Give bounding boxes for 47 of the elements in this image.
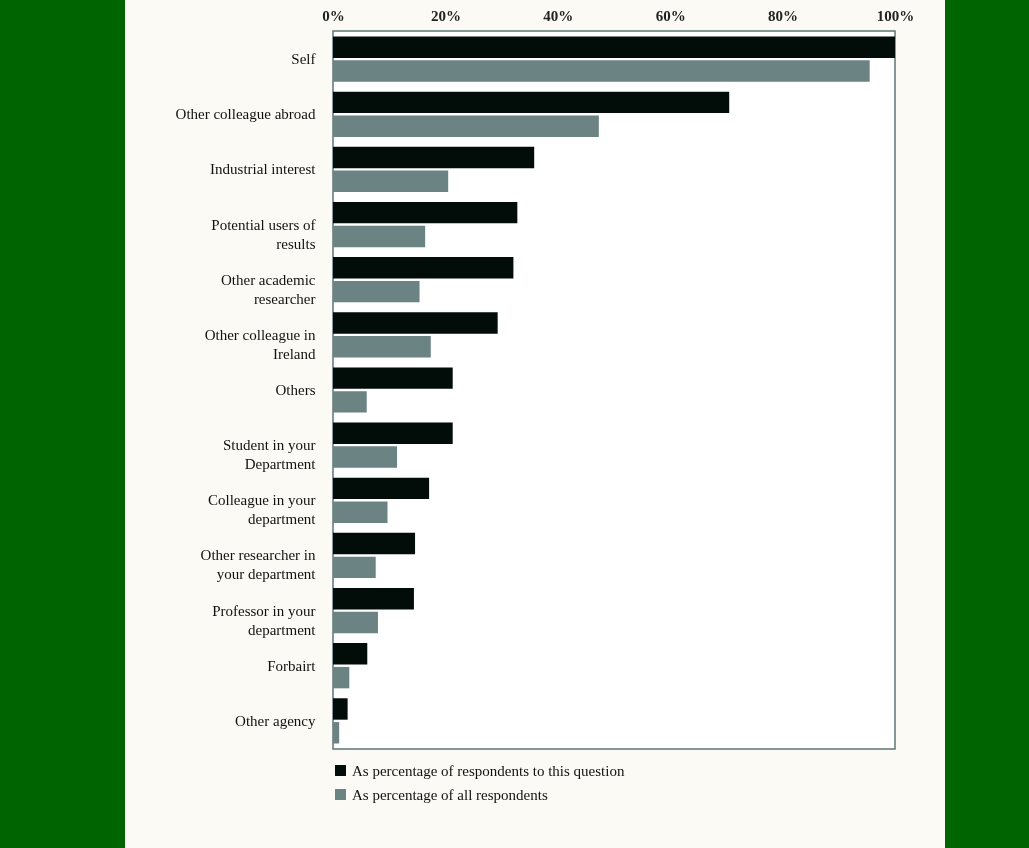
bar [333,477,430,500]
x-tick-label: 20% [430,7,461,24]
y-tick-label: Professor in your department [212,602,317,638]
y-tick-label: Other colleague abroad [175,106,316,123]
y-tick-label: Others [275,382,316,398]
bar [333,146,535,169]
bar [333,170,449,193]
bar [333,336,431,358]
bar [333,643,368,665]
bar [333,556,376,579]
y-tick-label: Colleague in your department [208,492,317,528]
y-tick-label: Other researcher in your department [200,547,317,583]
y-tick-label: Other academic researcher [220,271,316,307]
bar [333,501,388,523]
bar [333,698,348,720]
bar [333,115,599,137]
y-tick-label: Forbairt [267,657,317,674]
bar [333,532,416,555]
y-tick-label: Self [291,51,316,68]
x-tick-label: 100% [876,7,915,24]
x-tick-label: 40% [543,7,574,24]
x-tick-label: 60% [655,7,686,24]
legend-label: As percentage of all respondents [352,786,548,803]
bar [333,201,518,224]
bar [333,722,340,744]
bar [333,446,398,468]
y-tick-label: Student in your Department [223,437,317,473]
bar [333,391,367,413]
bar [333,257,514,279]
bar [333,666,350,689]
bar [333,422,453,444]
y-tick-label: Other colleague in Ireland [204,326,316,362]
x-tick-label: 80% [768,7,799,24]
bar [333,312,498,334]
legend-label: As percentage of respondents to this question [352,762,625,779]
bar [333,225,426,248]
bar [333,36,895,58]
bar [333,367,453,389]
y-tick-label: Other agency [235,712,316,729]
y-tick-label: Potential users of results [211,216,316,252]
bar [333,280,420,303]
y-tick-label: Industrial interest [210,161,317,178]
bar [333,60,870,82]
bar [333,587,414,610]
x-tick-label: 0% [322,7,345,24]
bar [333,91,730,114]
bar [333,611,378,634]
